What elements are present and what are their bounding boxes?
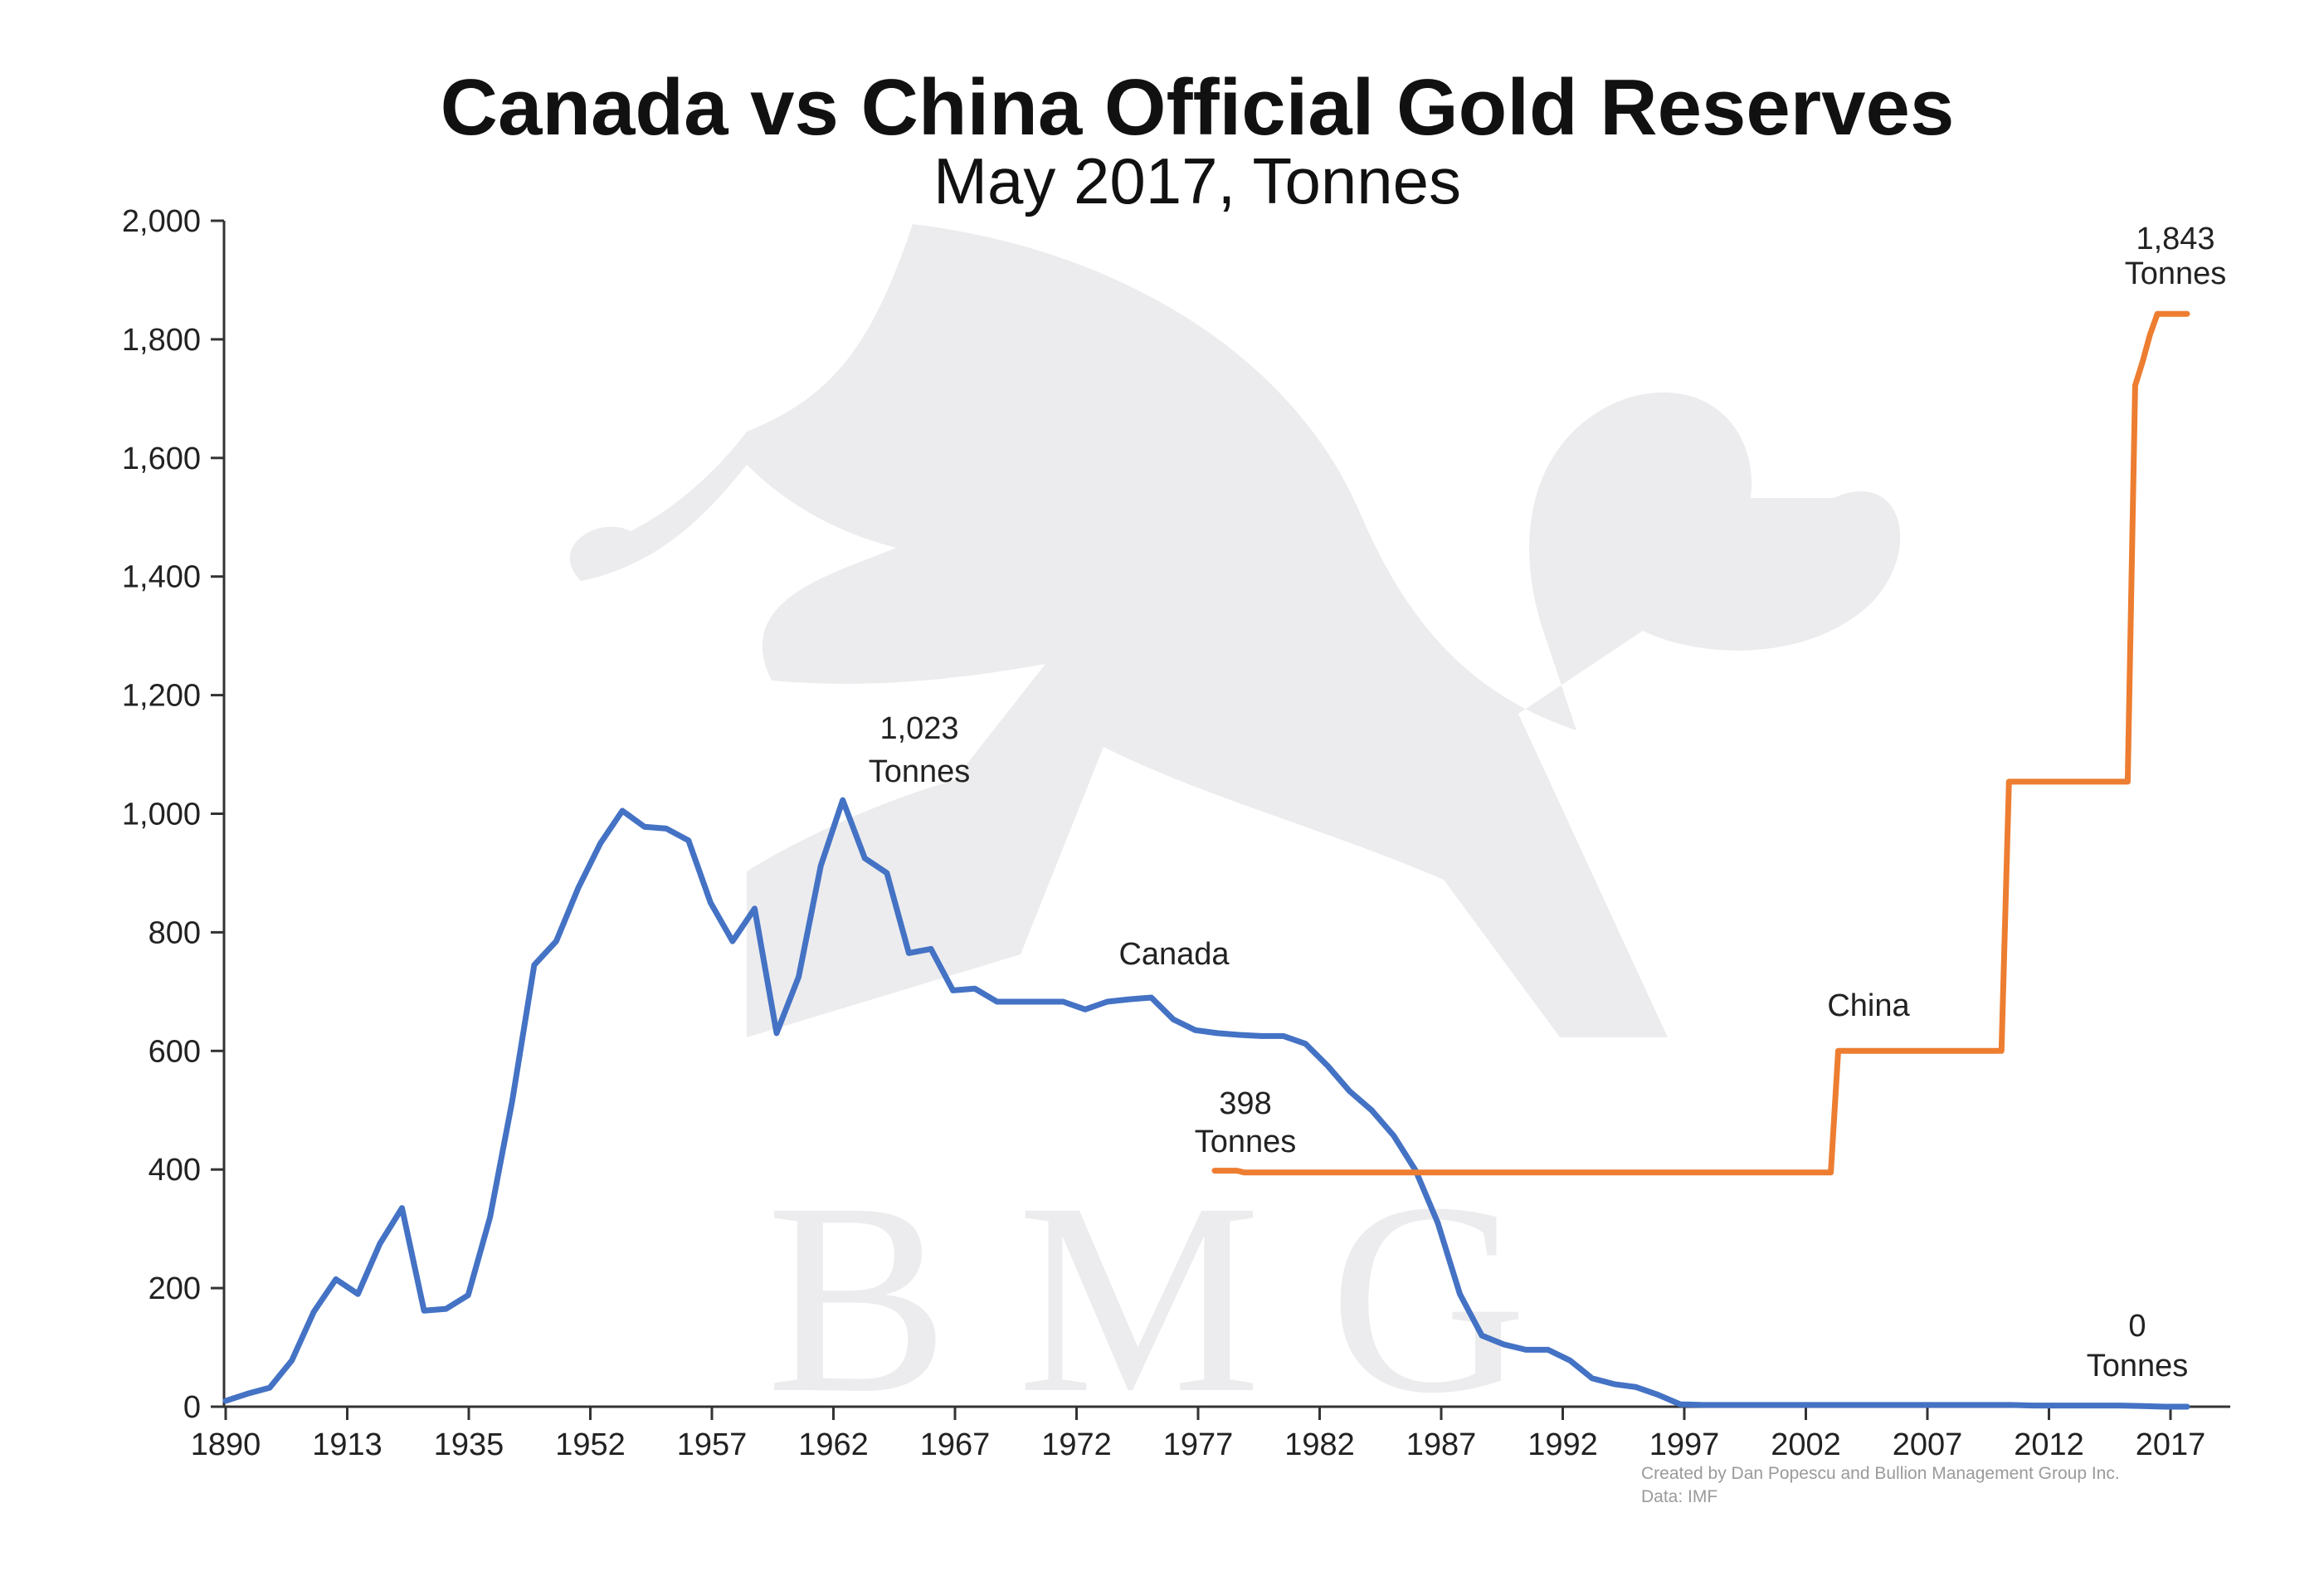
china-start-value: 398 — [1219, 1086, 1271, 1121]
x-tick-label: 2017 — [2136, 1427, 2206, 1462]
china-start-unit: Tonnes — [1195, 1125, 1297, 1159]
x-tick-label: 1967 — [920, 1427, 991, 1462]
watermark-griffin — [569, 224, 1901, 1037]
annotations: 1,023 Tonnes Canada 0 Tonnes 398 Tonnes … — [869, 222, 2227, 1383]
y-tick-label: 800 — [149, 915, 201, 950]
x-tick-label: 1982 — [1284, 1427, 1355, 1462]
x-tick-label: 1992 — [1527, 1427, 1598, 1462]
x-tick-label: 1952 — [555, 1427, 626, 1462]
y-tick-label: 400 — [149, 1153, 201, 1188]
x-tick-label: 2012 — [2014, 1427, 2084, 1462]
y-tick-label: 2,000 — [122, 204, 201, 239]
canada-series-label: Canada — [1118, 937, 1230, 972]
china-series-label: China — [1827, 988, 1910, 1023]
chart-title: Canada vs China Official Gold Reserves — [441, 63, 1955, 152]
y-tick-label: 1,400 — [122, 560, 201, 595]
canada-end-unit: Tonnes — [2087, 1349, 2189, 1383]
china-end-value: 1,843 — [2136, 222, 2214, 256]
x-tick-label: 1987 — [1406, 1427, 1477, 1462]
y-ticks: 2,000 1,800 1,600 1,400 1,200 1,000 800 600 400 2… — [122, 204, 224, 1425]
x-tick-label: 2007 — [1893, 1427, 1963, 1462]
x-tick-label: 1977 — [1163, 1427, 1234, 1462]
y-tick-label: 1,800 — [122, 323, 201, 358]
y-tick-label: 200 — [149, 1271, 201, 1306]
y-tick-label: 1,600 — [122, 442, 201, 476]
x-tick-label: 1957 — [677, 1427, 748, 1462]
x-tick-label: 1890 — [191, 1427, 261, 1462]
watermark-text: B M G — [767, 1147, 1527, 1450]
y-tick-label: 600 — [149, 1034, 201, 1069]
data-source: Data: IMF — [1641, 1487, 1717, 1506]
x-tick-label: 1997 — [1649, 1427, 1720, 1462]
y-tick-label: 0 — [183, 1390, 201, 1425]
watermark: B M G — [569, 224, 1901, 1450]
x-tick-label: 2002 — [1771, 1427, 1841, 1462]
canada-peak-unit: Tonnes — [869, 754, 971, 789]
y-tick-label: 1,200 — [122, 679, 201, 714]
y-tick-label: 1,000 — [122, 798, 201, 832]
x-tick-label: 1935 — [434, 1427, 504, 1462]
series-line-canada — [222, 797, 2190, 1410]
x-tick-label: 1972 — [1041, 1427, 1112, 1462]
x-tick-label: 1962 — [798, 1427, 869, 1462]
canada-peak-value: 1,023 — [879, 711, 958, 746]
credit-line: Created by Dan Popescu and Bullion Manag… — [1641, 1464, 2120, 1483]
china-end-unit: Tonnes — [2125, 256, 2227, 291]
chart-subtitle: May 2017, Tonnes — [933, 144, 1461, 217]
x-ticks: 1890 1913 1935 1952 1957 1962 1967 1972 1977 1982… — [191, 1407, 2206, 1462]
x-tick-label: 1913 — [312, 1427, 382, 1462]
series — [222, 310, 2190, 1410]
series-line-china — [1211, 310, 2190, 1176]
canada-end-value: 0 — [2128, 1309, 2146, 1344]
